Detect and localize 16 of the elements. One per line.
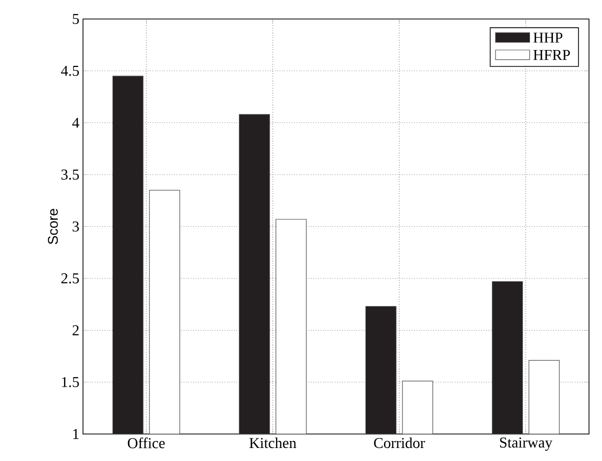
y-tick-label: 1.5 <box>62 377 79 388</box>
y-tick-label: 3 <box>72 221 79 232</box>
x-tick-label: Office <box>128 438 165 448</box>
y-axis-title: Score <box>48 208 58 244</box>
y-tick-label: 1 <box>73 429 79 439</box>
x-tick-label: Corridor <box>374 438 425 448</box>
x-tick-label: Kitchen <box>249 438 296 448</box>
legend-label: HFRP <box>533 50 570 60</box>
y-tick-label: 4 <box>72 118 80 128</box>
x-tick-label: Stairway <box>500 438 552 451</box>
y-tick-label: 2 <box>72 325 79 336</box>
legend-label: HHP <box>533 32 562 43</box>
y-tick-label: 3.5 <box>61 170 79 180</box>
y-tick-label: 5 <box>72 14 79 24</box>
y-tick-label: 4.5 <box>61 66 79 76</box>
y-tick-label: 2.5 <box>61 273 79 284</box>
